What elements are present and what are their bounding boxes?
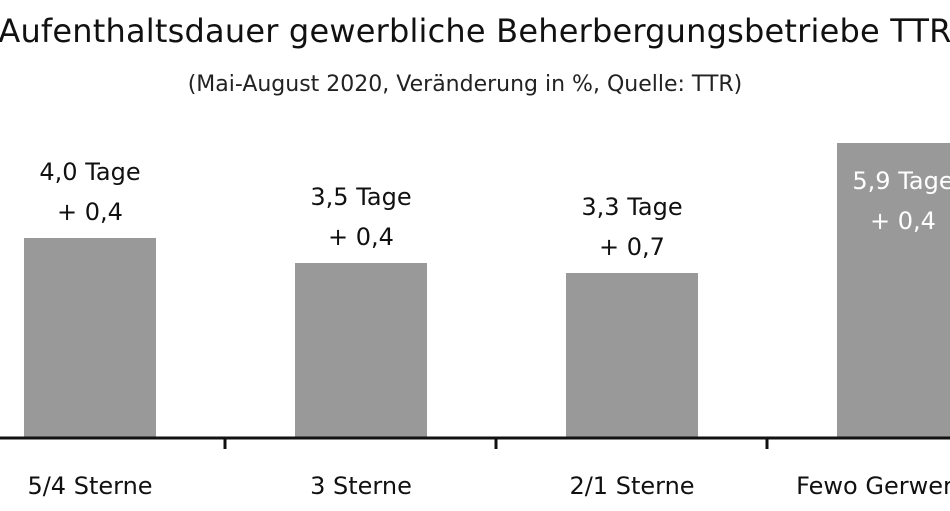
bar-value-label: 4,0 Tage <box>39 158 140 186</box>
bar-value-label: 5,9 Tage <box>852 167 950 195</box>
bar-change-label: + 0,7 <box>599 233 665 261</box>
x-axis-category-label: 2/1 Sterne <box>569 472 694 500</box>
bar-change-label: + 0,4 <box>870 207 936 235</box>
x-axis-category-label: 3 Sterne <box>310 472 412 500</box>
bar-change-label: + 0,4 <box>57 198 123 226</box>
bar <box>24 238 156 438</box>
x-axis-category-label: Fewo Gerwerblich <box>796 472 950 500</box>
x-axis-category-label: 5/4 Sterne <box>27 472 152 500</box>
chart-subtitle: (Mai-August 2020, Veränderung in %, Quel… <box>187 72 743 97</box>
bar <box>295 263 427 438</box>
bar <box>837 143 950 438</box>
bar-change-label: + 0,4 <box>328 223 394 251</box>
bar <box>566 273 698 438</box>
bar-value-label: 3,3 Tage <box>581 193 682 221</box>
bar-value-label: 3,5 Tage <box>310 183 411 211</box>
chart-title: Aufenthaltsdauer gewerbliche Beherbergun… <box>0 12 950 50</box>
